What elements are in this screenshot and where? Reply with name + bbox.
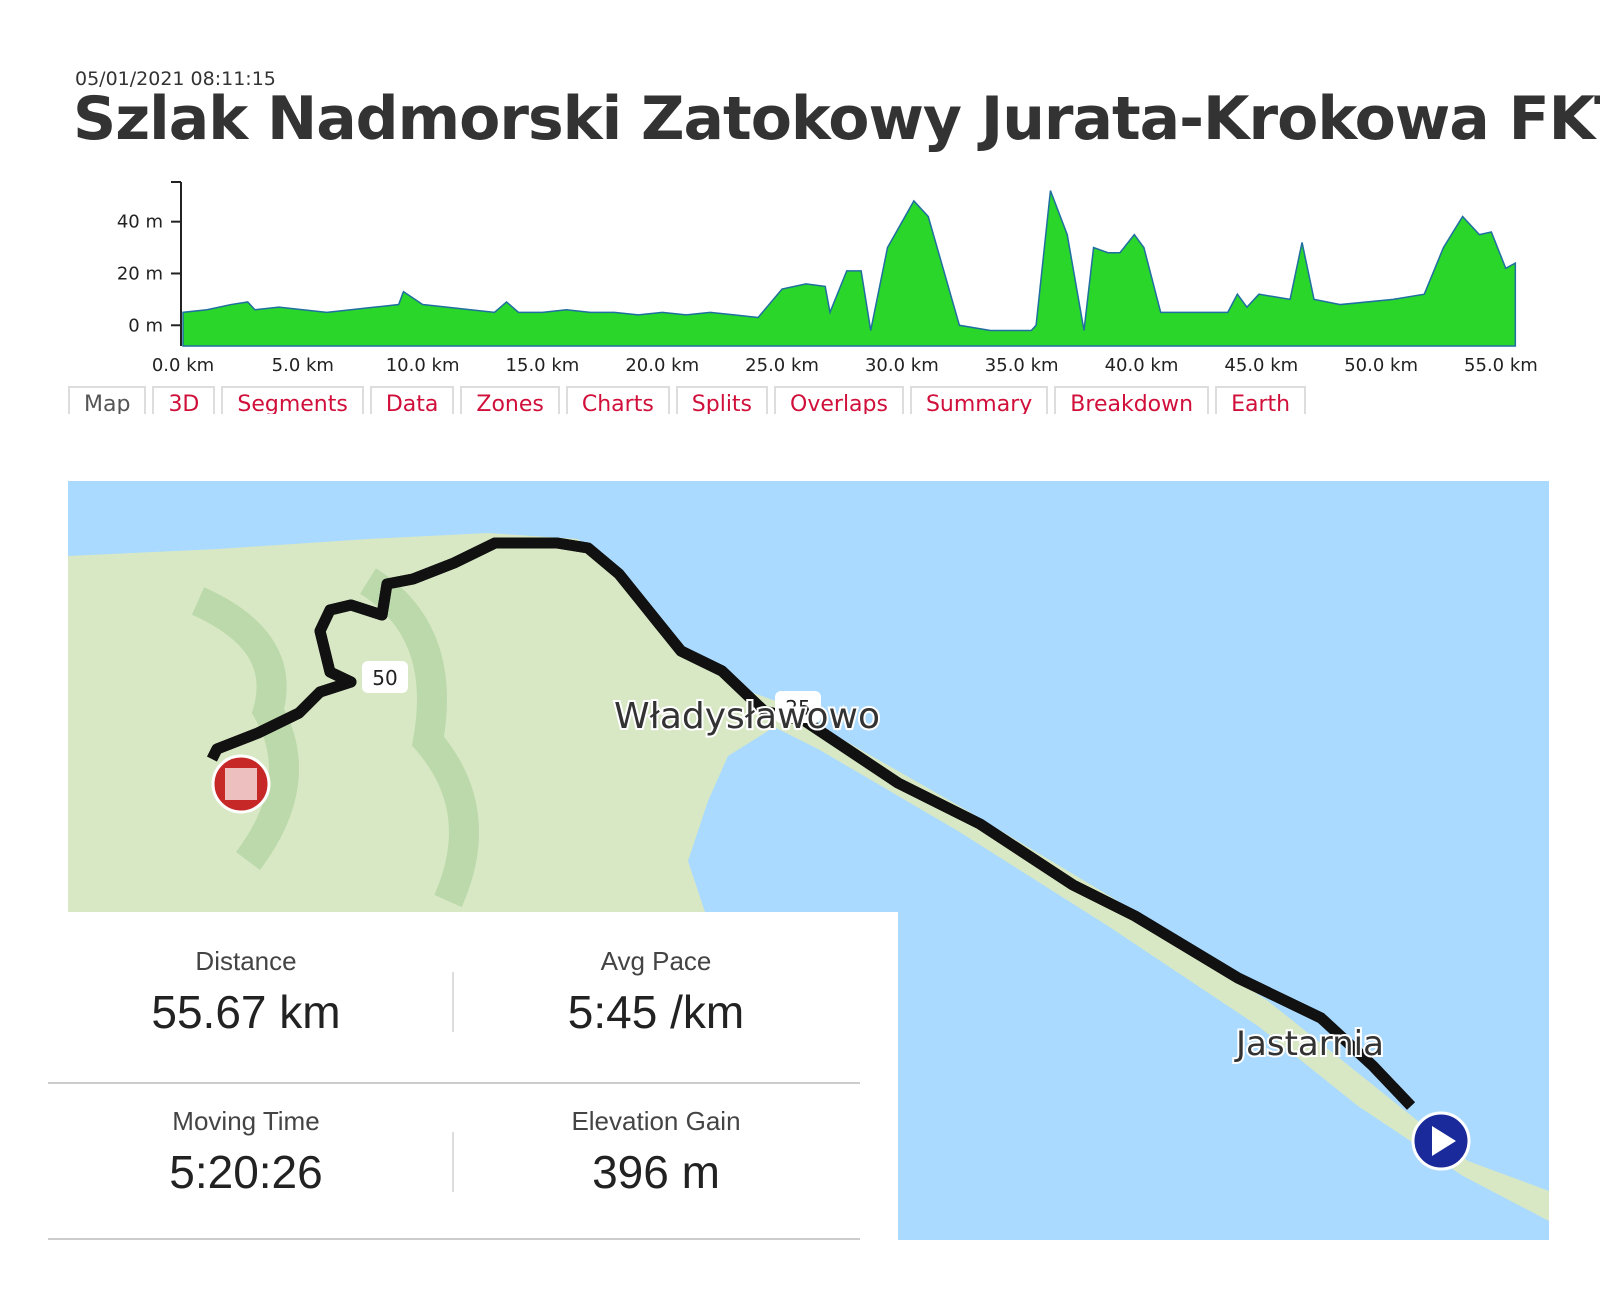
stat: Moving Time 5:20:26 <box>46 1106 446 1199</box>
divider <box>48 1082 860 1084</box>
x-tick-label: 20.0 km <box>625 355 699 376</box>
timestamp: 05/01/2021 08:11:15 <box>75 68 276 90</box>
stat: Avg Pace 5:45 /km <box>456 946 856 1039</box>
x-tick-label: 5.0 km <box>272 355 334 376</box>
town-label: Władysławowo <box>614 696 880 737</box>
divider <box>452 972 454 1032</box>
tab-bar: Map 3D Segments Data Zones Charts Splits Overla… <box>68 386 1548 414</box>
x-tick-label: 55.0 km <box>1464 355 1538 376</box>
x-tick-label: 40.0 km <box>1105 355 1179 376</box>
tab[interactable]: Breakdown <box>1054 386 1210 414</box>
tab[interactable]: Charts <box>565 386 670 414</box>
distance-marker: 25 <box>785 696 810 720</box>
stat-value: 5:45 /km <box>567 986 745 1038</box>
activity-title: Szlak Nadmorski Zatokowy Jurata-Krokowa … <box>73 84 1600 154</box>
town-label: Jastarnia <box>1234 1024 1384 1064</box>
divider <box>48 1238 860 1240</box>
stats-panel: Distance 55.67 km Avg Pace 5:45 /km Moving… <box>40 912 898 1240</box>
tab[interactable]: Summary <box>909 386 1049 414</box>
x-tick-label: 45.0 km <box>1224 355 1298 376</box>
x-tick-label: 25.0 km <box>745 355 819 376</box>
x-tick-label: 15.0 km <box>506 355 580 376</box>
stat-label: Moving Time <box>172 1106 320 1136</box>
x-tick-label: 35.0 km <box>985 355 1059 376</box>
tab[interactable]: 3D <box>152 386 216 414</box>
stat-label: Avg Pace <box>600 946 712 976</box>
stat-value: 396 m <box>592 1146 720 1198</box>
tab[interactable]: Segments <box>221 386 364 414</box>
tab[interactable]: Splits <box>675 386 769 414</box>
stat: Distance 55.67 km <box>46 946 446 1039</box>
marker-badge <box>775 691 821 723</box>
stat: Elevation Gain 396 m <box>456 1106 856 1199</box>
tab[interactable]: Zones <box>460 386 560 414</box>
tab[interactable]: Data <box>369 386 455 414</box>
y-tick-label: 40 m <box>117 212 163 233</box>
tab[interactable]: Overlaps <box>774 386 904 414</box>
elevation-area <box>182 190 1517 347</box>
stat-value: 55.67 km <box>151 986 341 1038</box>
forest <box>191 568 479 908</box>
x-tick-label: 30.0 km <box>865 355 939 376</box>
elevation-chart: 0 m 20 m 40 m 0.0 km 5.0 km 10.0 km 15.0 km 20.… <box>117 181 1538 376</box>
y-tick-label: 0 m <box>128 315 163 336</box>
stat-value: 5:20:26 <box>169 1146 323 1198</box>
x-tick-label: 50.0 km <box>1344 355 1418 376</box>
marker-badge <box>362 661 408 693</box>
tab[interactable]: Earth <box>1215 386 1307 414</box>
play-icon <box>1432 1126 1456 1156</box>
stat-label: Elevation Gain <box>571 1106 741 1136</box>
finish-flag <box>225 768 257 800</box>
x-tick-label: 10.0 km <box>386 355 460 376</box>
y-tick-label: 20 m <box>117 263 163 284</box>
peninsula <box>738 696 1549 1221</box>
divider <box>452 1132 454 1192</box>
x-tick-label: 0.0 km <box>152 355 214 376</box>
distance-marker: 50 <box>372 666 397 690</box>
stat-label: Distance <box>195 946 297 976</box>
tab[interactable]: Map <box>68 386 147 414</box>
